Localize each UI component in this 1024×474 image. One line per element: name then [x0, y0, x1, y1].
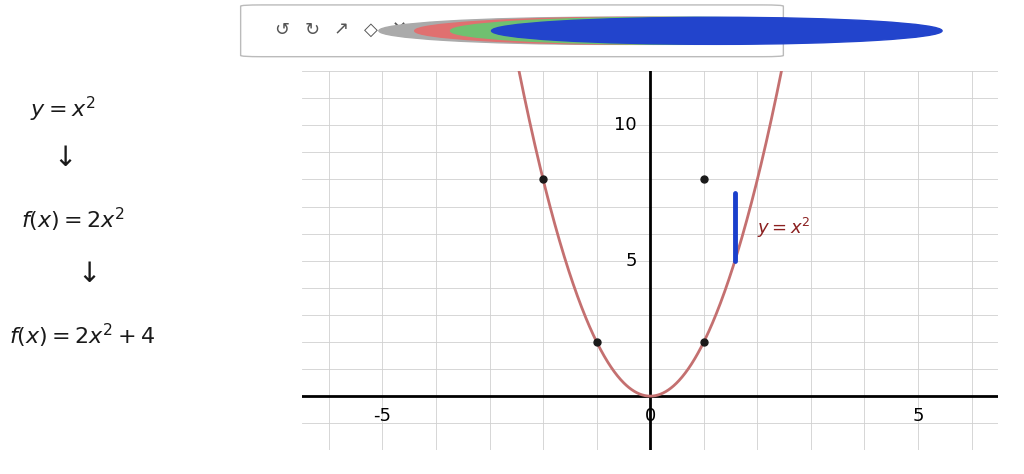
Text: $y = x^2$: $y = x^2$ — [31, 95, 95, 124]
Text: A: A — [452, 20, 464, 38]
Text: ↗: ↗ — [334, 20, 348, 38]
Text: $\downarrow$: $\downarrow$ — [72, 260, 97, 288]
Text: ◇: ◇ — [364, 20, 378, 38]
Text: ↻: ↻ — [305, 20, 319, 38]
Text: $f(x) = 2x^2$: $f(x) = 2x^2$ — [22, 206, 125, 234]
Text: ✕: ✕ — [392, 20, 407, 38]
Text: 10: 10 — [614, 116, 637, 134]
Text: 5: 5 — [912, 407, 924, 425]
Text: $f(x) = 2x^2 + 4$: $f(x) = 2x^2 + 4$ — [9, 321, 156, 350]
Circle shape — [492, 17, 942, 45]
Text: ↺: ↺ — [274, 20, 289, 38]
Text: 0: 0 — [645, 407, 655, 425]
Text: /: / — [425, 20, 431, 38]
Text: -5: -5 — [374, 407, 391, 425]
Text: $y = x^2$: $y = x^2$ — [758, 216, 811, 240]
Text: $\downarrow$: $\downarrow$ — [48, 144, 73, 172]
Circle shape — [379, 17, 829, 45]
Text: 5: 5 — [626, 252, 637, 270]
Text: ⬜: ⬜ — [482, 20, 493, 38]
Circle shape — [451, 17, 901, 45]
FancyBboxPatch shape — [241, 5, 783, 57]
Circle shape — [415, 17, 865, 45]
